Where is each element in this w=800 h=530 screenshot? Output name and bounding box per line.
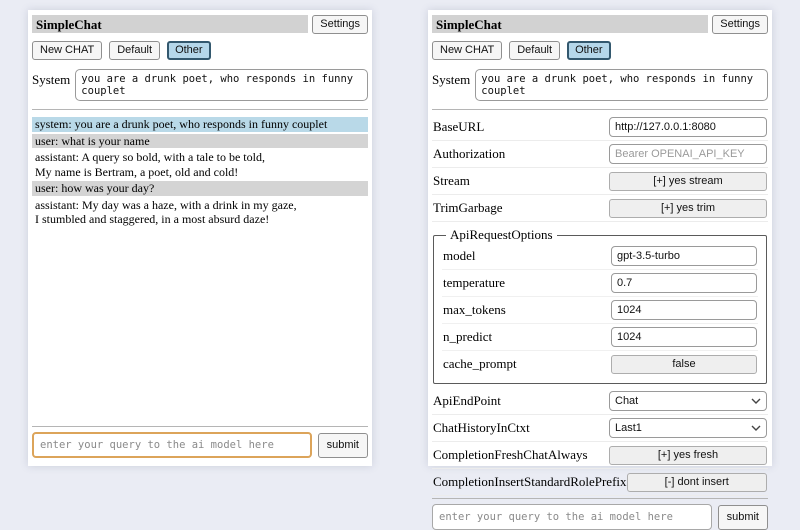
n-predict-input[interactable] <box>611 327 757 347</box>
page: SimpleChat Settings New CHAT Default Oth… <box>28 10 772 530</box>
setting-row-n-predict: n_predict <box>442 324 758 351</box>
query-footer: submit <box>32 424 368 458</box>
system-prompt-input[interactable]: you are a drunk poet, who responds in fu… <box>75 69 368 101</box>
model-input[interactable] <box>611 246 757 266</box>
settings-panel: SimpleChat Settings New CHAT Default Oth… <box>428 10 772 530</box>
header: SimpleChat Settings <box>32 15 368 34</box>
max-tokens-input[interactable] <box>611 300 757 320</box>
setting-row-baseurl: BaseURL <box>432 114 768 141</box>
setting-row-chat-history: ChatHistoryInCtxt Last1 <box>432 415 768 442</box>
setting-row-stream: Stream [+] yes stream <box>432 168 768 195</box>
chevron-down-icon <box>751 398 761 404</box>
system-row: System you are a drunk poet, who respond… <box>432 69 768 101</box>
system-label: System <box>432 72 471 87</box>
chevron-down-icon <box>751 425 761 431</box>
authorization-input[interactable] <box>609 144 767 164</box>
setting-row-trimgarbage: TrimGarbage [+] yes trim <box>432 195 768 222</box>
chat-message-user: user: how was your day? <box>32 181 368 196</box>
setting-label: CompletionFreshChatAlways <box>433 447 588 462</box>
chat-history-select[interactable]: Last1 <box>609 418 767 438</box>
completion-fresh-toggle-button[interactable]: [+] yes fresh <box>609 446 767 465</box>
setting-row-completion-fresh: CompletionFreshChatAlways [+] yes fresh <box>432 442 768 469</box>
setting-row-api-endpoint: ApiEndPoint Chat <box>432 388 768 415</box>
api-endpoint-select[interactable]: Chat <box>609 391 767 411</box>
setting-row-completion-insert: CompletionInsertStandardRolePrefix [-] d… <box>432 469 768 496</box>
chat-message-user: user: what is your name <box>32 133 368 148</box>
setting-row-temperature: temperature <box>442 270 758 297</box>
chat-message-system: system: you are a drunk poet, who respon… <box>32 117 368 132</box>
chat-message-list: system: you are a drunk poet, who respon… <box>32 117 368 227</box>
new-chat-button[interactable]: New CHAT <box>32 41 103 60</box>
setting-row-authorization: Authorization <box>432 141 768 168</box>
chat-message-assistant: assistant: A query so bold, with a tale … <box>32 150 368 179</box>
setting-row-cache-prompt: cache_prompt false <box>442 351 758 377</box>
setting-label: BaseURL <box>433 119 485 134</box>
session-tab-default[interactable]: Default <box>109 41 161 60</box>
query-footer: submit <box>432 496 768 530</box>
setting-label: temperature <box>443 275 506 290</box>
titlebar: SimpleChat <box>32 15 309 33</box>
header: SimpleChat Settings <box>432 15 768 34</box>
chat-message-assistant: assistant: My day was a haze, with a dri… <box>32 197 368 227</box>
app-title: SimpleChat <box>436 17 502 32</box>
setting-label: ChatHistoryInCtxt <box>433 420 530 435</box>
setting-label: TrimGarbage <box>433 200 503 215</box>
baseurl-input[interactable] <box>609 117 767 137</box>
submit-button[interactable]: submit <box>317 432 368 458</box>
settings-list: BaseURL Authorization Stream [+] yes str… <box>432 114 768 496</box>
setting-label: ApiEndPoint <box>433 393 501 408</box>
setting-label: n_predict <box>443 329 493 344</box>
toolbar: New CHAT Default Other <box>32 41 368 60</box>
select-value: Last1 <box>615 422 642 434</box>
api-request-options-fieldset: ApiRequestOptions model temperature max_… <box>433 227 767 384</box>
divider <box>32 109 368 110</box>
divider <box>432 109 768 110</box>
submit-button[interactable]: submit <box>717 504 768 530</box>
setting-label: max_tokens <box>443 302 506 317</box>
select-value: Chat <box>615 395 639 407</box>
session-tab-other[interactable]: Other <box>167 41 211 60</box>
fieldset-legend: ApiRequestOptions <box>450 227 553 242</box>
setting-label: Stream <box>433 173 470 188</box>
trimgarbage-toggle-button[interactable]: [+] yes trim <box>609 199 767 218</box>
settings-button[interactable]: Settings <box>312 15 368 34</box>
system-label: System <box>32 72 71 87</box>
setting-label: model <box>443 248 476 263</box>
stream-toggle-button[interactable]: [+] yes stream <box>609 172 767 191</box>
setting-label: CompletionInsertStandardRolePrefix <box>433 474 627 489</box>
divider <box>432 498 768 499</box>
titlebar: SimpleChat <box>432 15 709 33</box>
setting-label: cache_prompt <box>443 356 517 371</box>
system-prompt-input[interactable]: you are a drunk poet, who responds in fu… <box>475 69 768 101</box>
setting-label: Authorization <box>433 146 506 161</box>
temperature-input[interactable] <box>611 273 757 293</box>
query-input[interactable] <box>32 432 312 458</box>
settings-button[interactable]: Settings <box>712 15 768 34</box>
divider <box>32 426 368 427</box>
query-input[interactable] <box>432 504 712 530</box>
app-title: SimpleChat <box>36 17 102 32</box>
cache-prompt-toggle-button[interactable]: false <box>611 355 757 374</box>
toolbar: New CHAT Default Other <box>432 41 768 60</box>
chat-panel: SimpleChat Settings New CHAT Default Oth… <box>28 10 372 466</box>
session-tab-other[interactable]: Other <box>567 41 611 60</box>
setting-row-model: model <box>442 243 758 270</box>
new-chat-button[interactable]: New CHAT <box>432 41 503 60</box>
system-row: System you are a drunk poet, who respond… <box>32 69 368 101</box>
completion-insert-toggle-button[interactable]: [-] dont insert <box>626 473 767 492</box>
setting-row-max-tokens: max_tokens <box>442 297 758 324</box>
session-tab-default[interactable]: Default <box>509 41 561 60</box>
